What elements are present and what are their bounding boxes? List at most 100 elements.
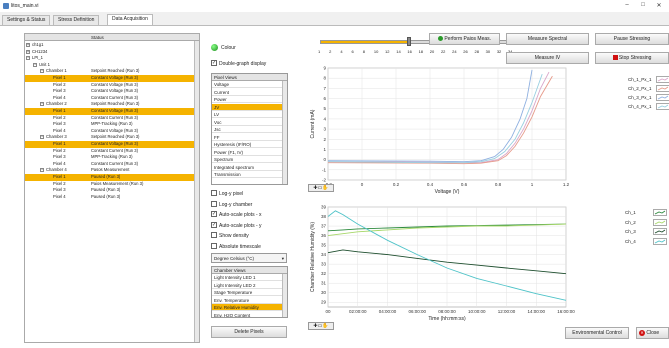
tree-row[interactable]: + CH1234 [25, 49, 199, 56]
tab-settings-status[interactable]: Settings & Status [2, 15, 51, 25]
tree-row[interactable]: Pixel 1 Constant Voltage (Run 3) [25, 108, 199, 115]
tree-row[interactable]: − Chamber 2 Setpoint Reached (Run 3) [25, 101, 199, 108]
tab-data-acquisition[interactable]: Data Acquisition [107, 14, 153, 25]
option-checkbox[interactable] [211, 232, 217, 238]
tree-row[interactable]: Pixel 4 Constant Current (Run 3) [25, 95, 199, 102]
pixel-view-item[interactable]: Voc [212, 119, 287, 126]
perform-paios-button[interactable]: Perform Paios Meas. [429, 33, 500, 45]
tree-row[interactable]: − Unit 1 [25, 62, 199, 69]
tree-expander-icon[interactable]: − [26, 56, 30, 61]
close-window-icon[interactable]: ✕ [656, 3, 662, 9]
option-checkbox[interactable]: ✓ [211, 211, 217, 217]
chamber-views-scrollbar[interactable] [282, 274, 287, 317]
double-graph-checkbox[interactable]: ✓ [211, 60, 217, 66]
slider-tick-label: 4 [340, 49, 343, 54]
tree-row[interactable]: Pixel 1 Paused (Run 3) [25, 174, 199, 181]
pixel-view-item[interactable]: JV [212, 103, 287, 111]
pixel-view-item[interactable]: Voltage [212, 81, 287, 88]
minimize-icon[interactable]: – [625, 2, 629, 8]
chamber-view-item[interactable]: Light Intensity LED 1 [212, 274, 287, 281]
x-tick-label: 1 [531, 182, 534, 187]
tree-row-name: Pixel 4 [53, 193, 66, 199]
legend-swatch[interactable] [656, 85, 669, 92]
chamber-view-item[interactable]: Env. Relative Humidity [212, 304, 287, 311]
stop-stressing-button[interactable]: Stop Stressing [595, 52, 669, 64]
option-checkbox[interactable] [211, 190, 217, 196]
tree-row[interactable]: Pixel 2 Constant Current (Run 3) [25, 148, 199, 155]
tree-row-status: Constant Voltage (Run 3) [91, 81, 139, 87]
tree-expander-icon[interactable]: − [40, 102, 44, 107]
slider-tick-label: 28 [474, 49, 479, 54]
tree-row[interactable]: Pixel 4 Constant Current (Run 3) [25, 161, 199, 168]
chamber-view-item[interactable]: Env. H2O Content [212, 312, 287, 318]
pixel-view-item[interactable]: FF [212, 134, 287, 141]
tree-row[interactable]: − Chamber 4 Pasos Measurement [25, 167, 199, 174]
tree-row[interactable]: Pixel 1 Constant Voltage (Run 3) [25, 75, 199, 82]
pixel-view-item[interactable]: Integrated spectrum [212, 164, 287, 171]
close-button[interactable]: ✕ Close [636, 327, 669, 339]
tree-scrollbar[interactable] [194, 41, 199, 342]
pixel-view-item[interactable]: LV [212, 111, 287, 118]
slider-tick-label: 14 [396, 49, 401, 54]
tree-row[interactable]: Pixel 2 Constant Voltage (Run 3) [25, 82, 199, 89]
pixel-view-item[interactable]: Hysteresis (IF/RO) [212, 141, 287, 148]
run-slider-thumb[interactable] [407, 37, 412, 46]
legend-swatch[interactable] [653, 228, 667, 235]
pixel-views-scrollbar[interactable] [282, 81, 287, 184]
option-checkbox[interactable] [211, 200, 217, 207]
chamber-views-list[interactable]: Chamber Views Light Intensity LED 1 Light… [211, 266, 288, 318]
pixel-view-item[interactable]: Current [212, 89, 287, 96]
measure-iv-button[interactable]: Measure IV [506, 52, 589, 64]
maximize-icon[interactable]: □ [641, 2, 645, 8]
tree-expander-icon[interactable]: − [40, 168, 44, 173]
pixel-view-item[interactable]: Power [212, 96, 287, 103]
option-checkbox[interactable] [211, 242, 217, 249]
option-checkbox[interactable]: ✓ [211, 221, 217, 228]
pixel-view-item[interactable]: Transmission [212, 171, 287, 178]
tree-expander-icon[interactable]: − [40, 69, 44, 74]
tree-expander-icon[interactable]: + [26, 43, 30, 47]
tree-row[interactable]: Pixel 3 MPP-Tracking (Run 3) [25, 121, 199, 128]
temperature-unit-select[interactable]: Degree Celsius (°C) ▾ [211, 253, 287, 263]
legend-swatch[interactable] [653, 209, 667, 216]
pixel-view-item[interactable]: Jsc [212, 126, 287, 133]
tree-row[interactable]: − Chamber 3 Setpoint Reached (Run 3) [25, 134, 199, 141]
plot2-tools-icon[interactable]: ✚▭✋ [308, 322, 334, 330]
legend-swatch[interactable] [656, 94, 669, 101]
tree-row[interactable]: Pixel 1 Constant Voltage (Run 3) [25, 141, 199, 148]
colour-led-icon[interactable] [211, 44, 218, 51]
perform-paios-label: Perform Paios Meas. [444, 36, 492, 42]
legend-swatch[interactable] [653, 237, 667, 245]
pixel-view-item[interactable]: Spectrum [212, 156, 287, 163]
tree-row[interactable]: + ch1g1 [25, 42, 199, 49]
legend-swatch[interactable] [653, 218, 667, 226]
tree-expander-icon[interactable]: + [26, 49, 30, 54]
tree-row[interactable]: Pixel 3 MPP-Tracking (Run 3) [25, 154, 199, 161]
pixel-view-item[interactable]: Power (F1, IV) [212, 149, 287, 156]
tree-expander-icon[interactable]: − [40, 135, 44, 140]
tab-stress-definition[interactable]: Stress Definition [53, 15, 100, 25]
pause-stressing-button[interactable]: Pause Stressing [595, 33, 669, 45]
delete-pixels-button[interactable]: Delete Pixels [211, 326, 287, 338]
tree-row[interactable]: Pixel 3 Paused (Run 3) [25, 187, 199, 194]
tree-row[interactable]: Pixel 4 Paused (Run 3) [25, 194, 199, 201]
tree-row[interactable]: Pixel 2 Paios Measurement (Run 3) [25, 181, 199, 188]
jv-plot[interactable]: -0.200.20.40.60.811.29876543210-1-2Volta… [296, 64, 622, 206]
device-tree[interactable]: Status + ch1g1 + CH1234− LPI_1− Unit 1− Chambe… [24, 33, 200, 343]
humidity-plot[interactable]: 00 02:00:00 04:00:00 06:00:00 08:00:00 10:00:… [296, 202, 622, 328]
tree-row[interactable]: − Chamber 1 Setpoint Reached (Run 3) [25, 68, 199, 75]
pixel-views-list[interactable]: Pixel Views Voltage Current Power JV LV Voc Js… [211, 73, 288, 185]
chamber-view-item[interactable]: Stage Temperature [212, 289, 287, 296]
legend-swatch[interactable] [656, 76, 669, 83]
tree-expander-icon[interactable]: − [33, 62, 37, 67]
chamber-view-item[interactable]: Light Intensity LED 2 [212, 282, 287, 289]
environmental-control-button[interactable]: Environmental Control [565, 327, 629, 339]
tree-row[interactable]: Pixel 4 Constant Voltage (Run 3) [25, 128, 199, 135]
chamber-view-item[interactable]: Env. Temperature [212, 297, 287, 304]
tree-row[interactable]: − LPI_1 [25, 55, 199, 62]
measure-spectral-button[interactable]: Measure Spectral [506, 33, 589, 45]
plot1-tools-icon[interactable]: ✚▭✋ [308, 184, 334, 192]
tree-row[interactable]: Pixel 2 Constant Current (Run 3) [25, 115, 199, 122]
tree-row[interactable]: Pixel 3 Constant Voltage (Run 3) [25, 88, 199, 95]
legend-swatch[interactable] [656, 103, 669, 110]
